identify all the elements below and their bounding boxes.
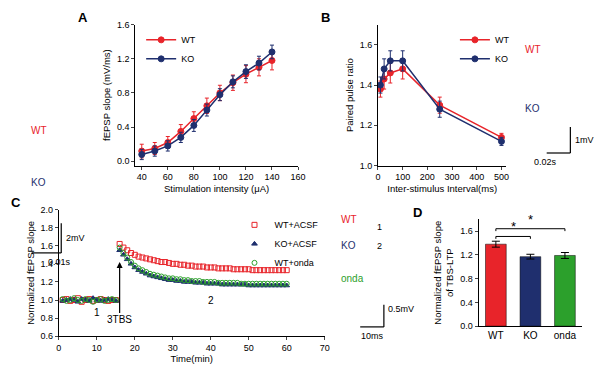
svg-text:0: 0 [375,172,380,182]
svg-text:C: C [11,195,21,210]
svg-text:WT+onda: WT+onda [274,258,313,268]
svg-text:A: A [78,10,88,25]
svg-text:0.0: 0.0 [460,321,473,331]
svg-text:120: 120 [238,172,253,182]
svg-text:80: 80 [189,172,199,182]
svg-text:10: 10 [92,343,102,353]
svg-text:2.0: 2.0 [41,205,54,215]
svg-text:fEPSP slope (mV/ms): fEPSP slope (mV/ms) [101,49,112,141]
svg-text:Time(min): Time(min) [171,353,213,364]
svg-text:KO: KO [31,177,46,188]
svg-text:0.8: 0.8 [117,88,130,98]
svg-text:WT: WT [525,44,541,55]
svg-text:1.2: 1.2 [360,120,373,130]
svg-text:KO: KO [341,240,356,251]
svg-text:40: 40 [137,172,147,182]
svg-text:0.6: 0.6 [41,331,54,341]
svg-text:40: 40 [206,343,216,353]
svg-text:WT: WT [495,35,509,45]
svg-text:60: 60 [163,172,173,182]
svg-text:0: 0 [56,343,61,353]
svg-text:1.0: 1.0 [360,161,373,171]
svg-text:1.2: 1.2 [117,54,130,64]
svg-text:3TBS: 3TBS [107,314,132,325]
svg-text:1: 1 [94,307,100,318]
svg-text:1.2: 1.2 [460,250,473,260]
svg-text:60: 60 [282,343,292,353]
svg-text:1.6: 1.6 [41,241,54,251]
svg-text:*: * [511,219,516,234]
svg-text:100: 100 [395,172,410,182]
svg-text:500: 500 [494,172,509,182]
svg-text:1.6: 1.6 [460,226,473,236]
svg-text:WT: WT [341,214,357,225]
svg-text:0.5mV: 0.5mV [388,304,414,314]
svg-text:KO+ACSF: KO+ACSF [274,239,317,249]
svg-text:1.6: 1.6 [360,40,373,50]
svg-text:200: 200 [420,172,435,182]
svg-text:onda: onda [554,330,577,341]
svg-text:KO: KO [495,54,508,64]
svg-text:0.01s: 0.01s [48,257,71,267]
svg-text:Paired pulse ratio: Paired pulse ratio [344,58,355,132]
svg-text:1.4: 1.4 [41,259,54,269]
svg-text:0.0: 0.0 [117,156,130,166]
svg-text:1.6: 1.6 [117,20,130,30]
svg-text:0.4: 0.4 [117,122,130,132]
svg-text:1mV: 1mV [575,135,594,145]
svg-text:400: 400 [469,172,484,182]
svg-text:300: 300 [445,172,460,182]
svg-text:0.02s: 0.02s [534,157,557,167]
svg-text:140: 140 [264,172,279,182]
svg-text:WT: WT [181,35,195,45]
svg-text:1.0: 1.0 [41,295,54,305]
svg-text:WT: WT [31,125,47,136]
svg-text:50: 50 [244,343,254,353]
svg-text:Normalized fEPSP slope: Normalized fEPSP slope [25,221,36,325]
svg-text:WT: WT [488,330,504,341]
svg-text:30: 30 [168,343,178,353]
svg-text:1: 1 [377,222,382,232]
svg-text:20: 20 [130,343,140,353]
svg-text:WT+ACSF: WT+ACSF [274,220,318,230]
svg-text:2: 2 [377,241,382,251]
svg-text:100: 100 [212,172,227,182]
svg-text:KO: KO [181,54,194,64]
svg-text:10ms: 10ms [361,331,384,341]
svg-text:onda: onda [341,273,364,284]
svg-text:Stimulation intensity (μA): Stimulation intensity (μA) [164,183,269,194]
svg-text:70: 70 [320,343,330,353]
svg-text:*: * [528,212,533,227]
svg-text:2mV: 2mV [66,233,85,243]
svg-text:160: 160 [291,172,306,182]
svg-text:1.4: 1.4 [360,80,373,90]
svg-text:1.2: 1.2 [41,277,54,287]
svg-text:D: D [413,205,422,220]
svg-text:Inter-stimulus Interval(ms): Inter-stimulus Interval(ms) [387,183,497,194]
svg-text:0.4: 0.4 [460,298,473,308]
svg-text:0.8: 0.8 [41,313,54,323]
svg-text:2: 2 [208,295,214,306]
svg-text:0.8: 0.8 [460,274,473,284]
svg-text:1.8: 1.8 [41,223,54,233]
svg-text:KO: KO [525,103,540,114]
svg-text:Normalized fEPSP slopeof TBS-L: Normalized fEPSP slopeof TBS-LTP [432,221,455,325]
svg-text:KO: KO [523,330,538,341]
svg-text:B: B [321,10,330,25]
